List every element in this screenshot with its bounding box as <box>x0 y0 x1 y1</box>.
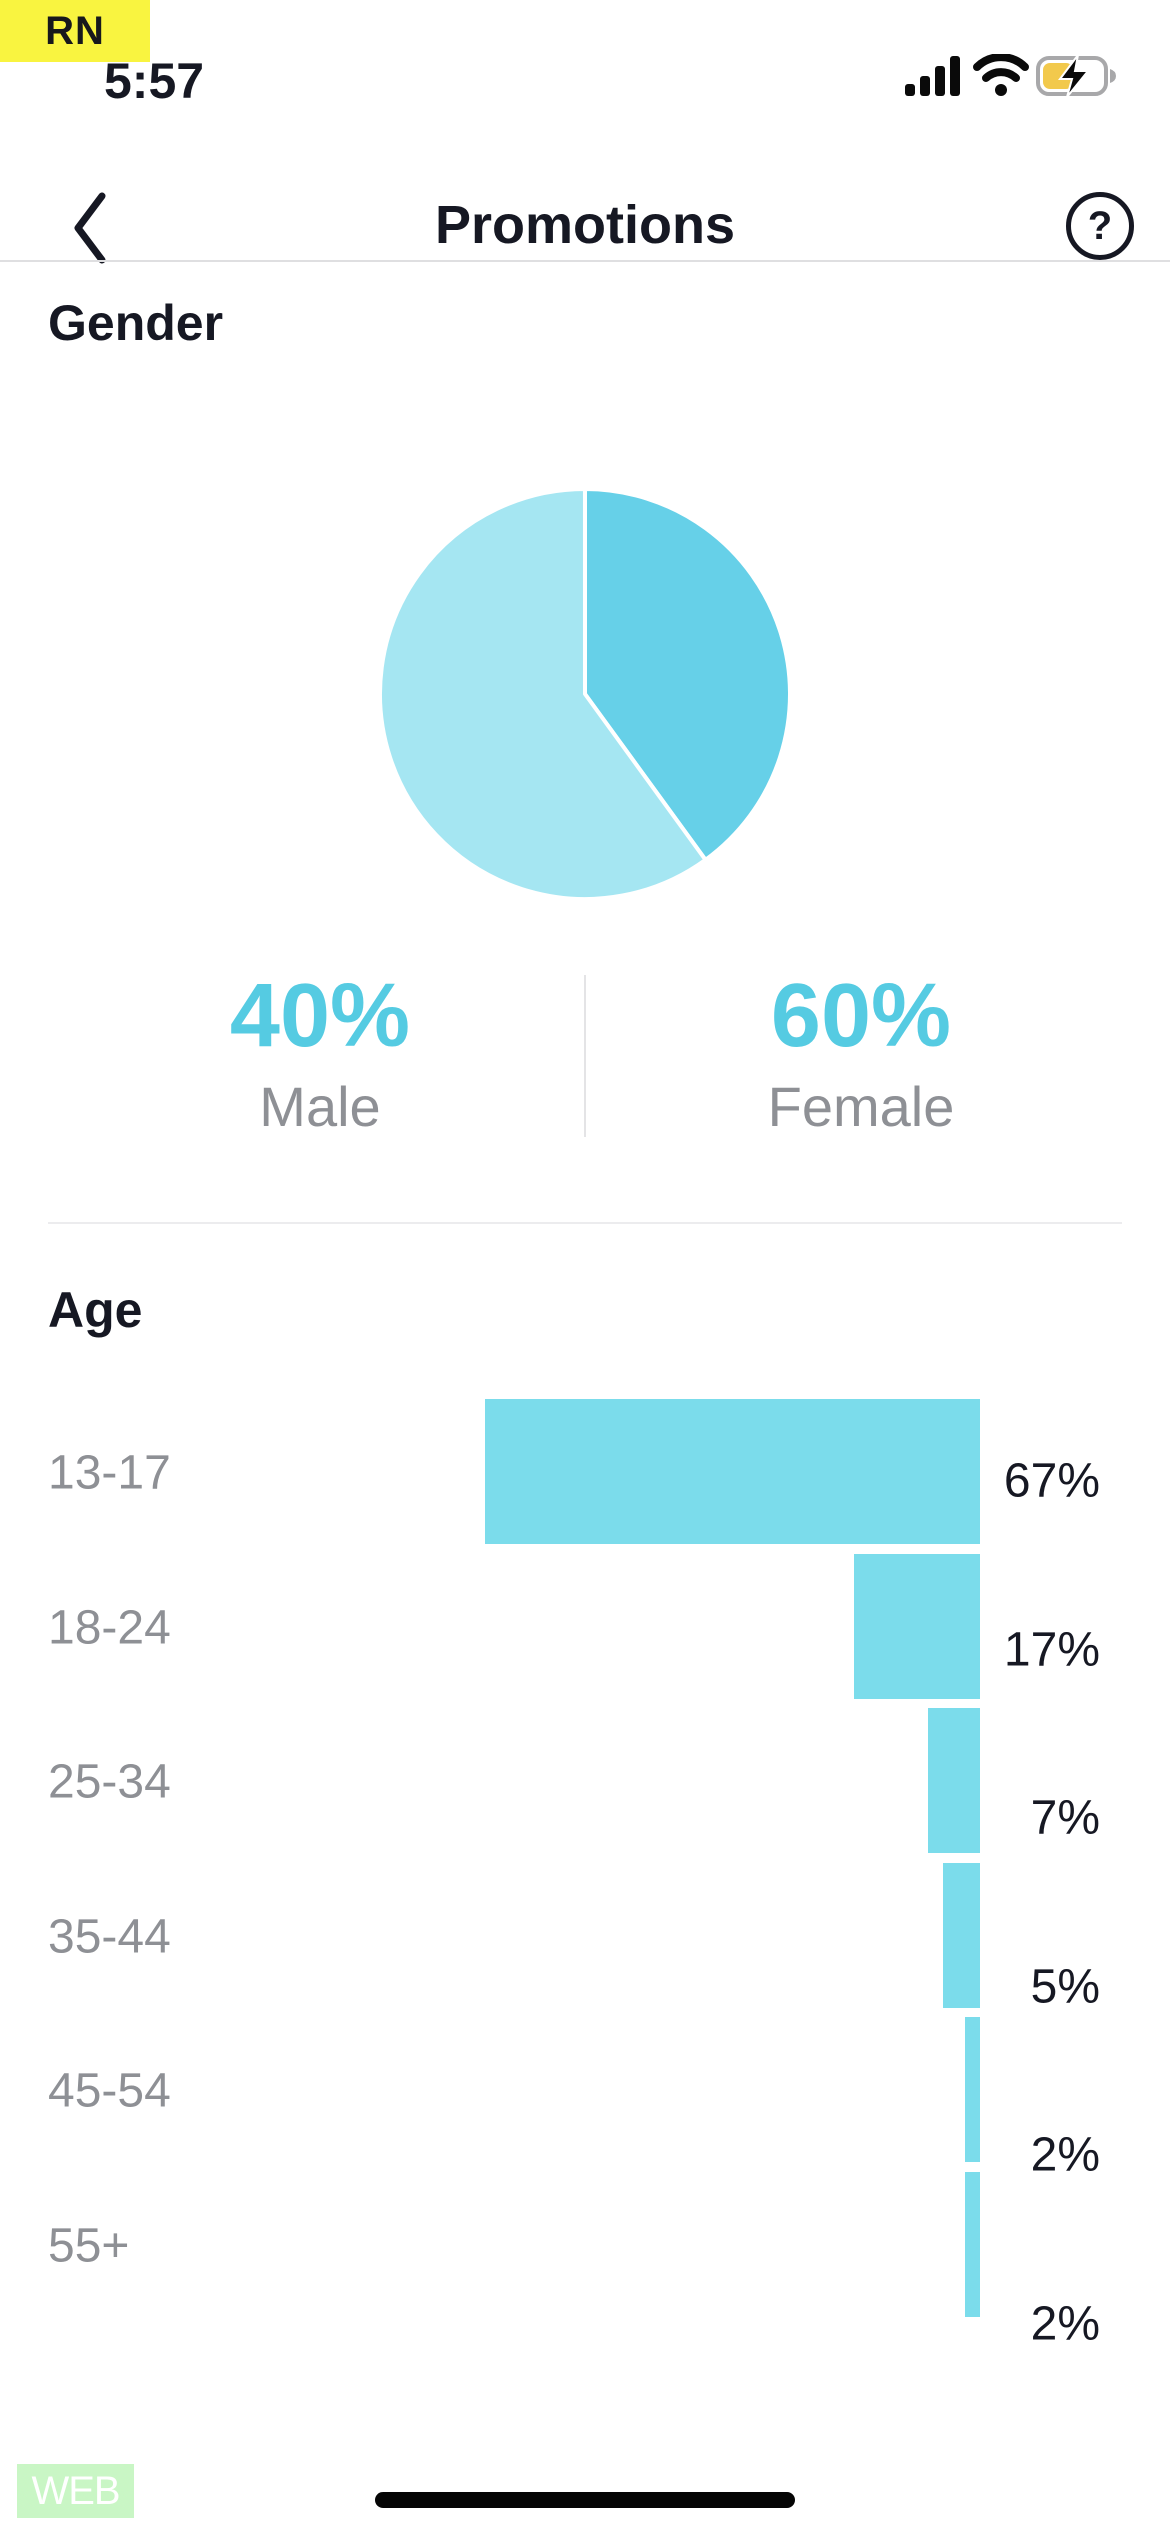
gender-stat-divider <box>584 975 586 1137</box>
web-badge-label: WEB <box>31 2468 120 2513</box>
age-label: 18-24 <box>48 1601 171 1654</box>
gender-section-heading: Gender <box>48 295 224 351</box>
age-bar <box>943 1862 980 2008</box>
age-value: 67% <box>1003 1454 1100 1508</box>
age-value: 5% <box>1030 1960 1100 2013</box>
section-divider <box>48 1222 1122 1224</box>
age-bar <box>854 1553 980 1699</box>
status-time: 5:57 <box>104 53 205 109</box>
back-button[interactable] <box>64 188 124 268</box>
age-label: 55+ <box>48 2219 130 2272</box>
female-label: Female <box>767 1075 955 1138</box>
home-indicator[interactable] <box>375 2492 795 2508</box>
header-divider <box>0 260 1170 262</box>
rn-badge-label: RN <box>45 8 105 53</box>
web-badge: WEB <box>17 2464 134 2518</box>
help-button[interactable]: ? <box>1066 192 1134 260</box>
age-value: 17% <box>1003 1623 1100 1676</box>
age-bar-chart: 13-17 67% 18-24 17% 25-34 7% 35-44 5% 45-54 2% 55+… <box>0 1399 1170 2350</box>
age-bar <box>485 1399 980 1544</box>
page-title: Promotions <box>434 195 735 255</box>
age-label: 13-17 <box>48 1446 171 1500</box>
pie-slice-male <box>583 487 792 862</box>
male-label: Male <box>259 1075 381 1138</box>
pie-slice-female <box>378 487 708 901</box>
cellular-signal-icon <box>905 56 960 96</box>
age-value: 2% <box>1030 2128 1100 2182</box>
female-percent: 60% <box>770 966 952 1066</box>
gender-pie-chart <box>378 487 792 901</box>
age-label: 45-54 <box>48 2064 171 2118</box>
battery-charging-icon <box>1036 55 1116 97</box>
wifi-icon <box>973 54 1029 96</box>
age-bar <box>928 1708 980 1853</box>
age-label: 35-44 <box>48 1910 171 1963</box>
age-value: 7% <box>1030 1791 1100 1845</box>
age-bar <box>965 2171 980 2317</box>
age-label: 25-34 <box>48 1755 171 1809</box>
question-mark-icon: ? <box>1087 203 1113 248</box>
rn-badge: RN <box>0 0 150 62</box>
back-chevron-icon <box>74 192 106 264</box>
age-bar <box>965 2017 980 2162</box>
male-percent: 40% <box>229 966 411 1066</box>
age-value: 2% <box>1030 2297 1100 2350</box>
male-stat: 40% Male <box>150 966 490 1138</box>
age-section-heading: Age <box>48 1282 143 1338</box>
female-stat: 60% Female <box>691 966 1031 1138</box>
